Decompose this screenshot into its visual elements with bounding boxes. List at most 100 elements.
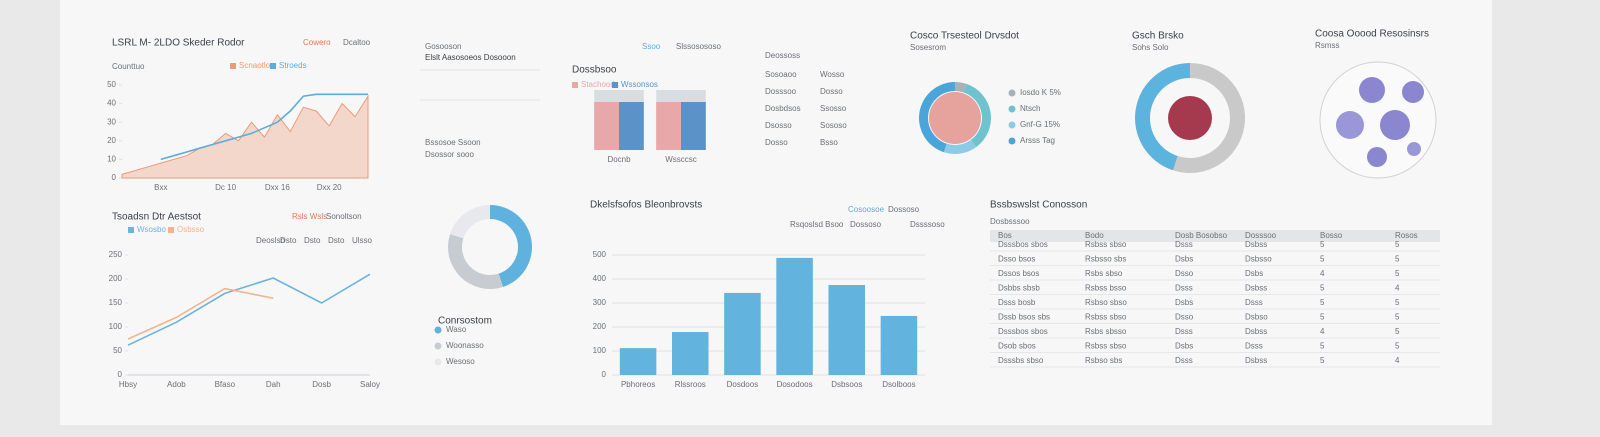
- control: Dossoso: [850, 220, 882, 229]
- table-cell: 5: [1320, 284, 1325, 293]
- control: Dssssoso: [910, 220, 945, 229]
- legend-label: Wesoso: [446, 357, 475, 366]
- table-cell: Rsbss sbso: [1085, 240, 1127, 249]
- y-tick-label: 200: [593, 322, 607, 331]
- table-cell: 5: [1320, 298, 1325, 307]
- panel: [60, 0, 1492, 425]
- filter: Dsto: [328, 236, 345, 245]
- bar: [619, 348, 657, 375]
- bar: [671, 332, 709, 375]
- x-tick-label: Dxx 20: [317, 183, 342, 192]
- legend-swatch: [168, 227, 174, 233]
- list-item: Sososo: [820, 121, 847, 130]
- chart-title: Dkelsfsofos Bleonbrovsts: [590, 200, 702, 211]
- legend-swatch: [270, 63, 276, 69]
- table-cell: 5: [1395, 342, 1400, 351]
- x-tick-label: Docnb: [607, 155, 631, 164]
- bar: [681, 102, 706, 150]
- table-cell: 4: [1395, 284, 1400, 293]
- table-cell: Dsss: [1175, 327, 1193, 336]
- title: Coosa Ooood Resosinsrs: [1315, 29, 1429, 40]
- x-tick-label: Dsbsoos: [831, 380, 862, 389]
- legend-dot: [434, 326, 442, 334]
- legend-label: Scnaotlo: [239, 61, 271, 70]
- tab: Dcaltoo: [343, 38, 371, 47]
- y-tick-label: 200: [109, 274, 123, 283]
- table-cell: Dsssbs sbso: [998, 356, 1044, 365]
- x-tick-label: Dc 10: [215, 183, 236, 192]
- table-cell: Rsbs sbso: [1085, 269, 1123, 278]
- legend-label: Arsss Tag: [1020, 136, 1055, 145]
- table-cell: Rsbss sbso: [1085, 313, 1127, 322]
- table-header: Dosb Bosobso: [1175, 231, 1228, 240]
- table-cell: 5: [1395, 327, 1400, 336]
- y-tick-label: 250: [109, 250, 123, 259]
- table-cell: 5: [1395, 313, 1400, 322]
- table-cell: 4: [1395, 356, 1400, 365]
- slice: [919, 82, 955, 153]
- slice: [1173, 63, 1246, 173]
- table-cell: 5: [1320, 240, 1325, 249]
- table-cell: Dsss: [1245, 298, 1263, 307]
- tab: Sonoltson: [326, 212, 362, 221]
- x-tick-label: Dsolboos: [882, 380, 915, 389]
- legend-label: Waso: [446, 325, 467, 334]
- table-cell: Dsss: [1175, 240, 1193, 249]
- x-tick-label: Dosodoos: [777, 380, 813, 389]
- legend-dot: [434, 358, 442, 366]
- x-tick-label: Bxx: [154, 183, 167, 192]
- list-item: Dosso: [765, 138, 788, 147]
- table-subtitle: Dosbsssoo: [990, 217, 1030, 226]
- legend-swatch: [612, 82, 618, 88]
- y-tick-label: 0: [112, 173, 117, 182]
- cell: [1367, 147, 1387, 167]
- legend-swatch: [128, 227, 134, 233]
- table-cell: Dsob sbos: [998, 342, 1036, 351]
- slice: [963, 83, 992, 148]
- filter: Dsto: [304, 236, 321, 245]
- list-item: Dosso: [820, 87, 843, 96]
- table-cell: Rsbso sbs: [1085, 356, 1122, 365]
- tab: Cowero: [303, 38, 331, 47]
- table-cell: Rsbsso sbs: [1085, 255, 1126, 264]
- list-item: Dosssoo: [765, 87, 797, 96]
- table-cell: 5: [1395, 298, 1400, 307]
- slice: [490, 205, 532, 287]
- slice: [448, 234, 503, 289]
- note: Bssosoe Ssoon: [425, 138, 481, 147]
- x-tick-label: Dah: [266, 380, 281, 389]
- y-tick-label: 50: [107, 80, 116, 89]
- table-header: Rosos: [1395, 231, 1418, 240]
- legend-label: Stachoods: [581, 80, 619, 89]
- line: [127, 287, 274, 340]
- table-cell: Dsss: [1175, 356, 1193, 365]
- x-tick-label: Dxx 16: [265, 183, 290, 192]
- cell: [1407, 142, 1421, 156]
- table-cell: Rsbso sbso: [1085, 298, 1127, 307]
- chart-title: Tsoadsn Dtr Aestsot: [112, 212, 201, 223]
- table-cell: 4: [1320, 269, 1325, 278]
- list-title: Deossoss: [765, 51, 800, 60]
- filter: Dossoso: [888, 205, 920, 214]
- table-cell: 5: [1395, 255, 1400, 264]
- slice: [450, 205, 490, 239]
- legend-label: Stroeds: [279, 61, 307, 70]
- table-cell: Dsbs: [1175, 342, 1193, 351]
- y-tick-label: 10: [107, 155, 116, 164]
- chart-title: Cosco Trsesteol Drvsdot: [910, 31, 1019, 42]
- y-tick-label: 400: [593, 274, 607, 283]
- tissue: [1168, 96, 1212, 140]
- control: Rsqoslsd Bsoo: [790, 220, 844, 229]
- y-tick-label: 50: [113, 346, 122, 355]
- table-cell: Dsbss: [1245, 327, 1267, 336]
- x-tick-label: Hbsy: [119, 380, 137, 389]
- bar: [656, 102, 681, 150]
- legend-label: Gnf-G 15%: [1020, 120, 1060, 129]
- y-tick-label: 500: [593, 250, 607, 259]
- table-cell: Dsss: [1245, 342, 1263, 351]
- cell: [1380, 110, 1410, 140]
- chart-title: LSRL M- 2LDO Skeder Rodor: [112, 38, 245, 49]
- x-tick-label: Pbhoreos: [621, 380, 655, 389]
- table-cell: Dsbs: [1175, 298, 1193, 307]
